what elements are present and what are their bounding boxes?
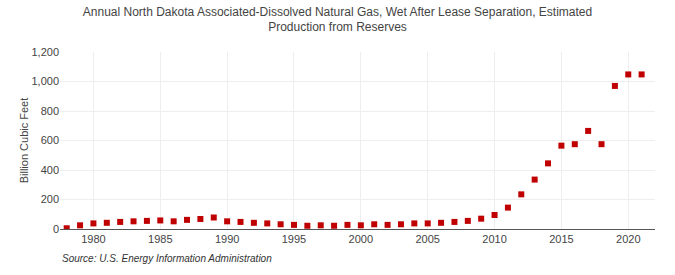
svg-text:2020: 2020 bbox=[616, 233, 640, 245]
svg-text:1985: 1985 bbox=[148, 233, 172, 245]
svg-text:Annual North Dakota Associated: Annual North Dakota Associated-Dissolved… bbox=[83, 5, 592, 35]
svg-text:800: 800 bbox=[41, 105, 59, 117]
svg-text:1990: 1990 bbox=[215, 233, 239, 245]
svg-text:600: 600 bbox=[41, 134, 59, 146]
svg-text:2015: 2015 bbox=[549, 233, 573, 245]
svg-text:1,000: 1,000 bbox=[31, 75, 59, 87]
svg-text:1,200: 1,200 bbox=[31, 46, 59, 58]
svg-text:2005: 2005 bbox=[415, 233, 439, 245]
svg-text:Source: U.S. Energy Informatio: Source: U.S. Energy Information Administ… bbox=[62, 253, 272, 264]
svg-text:1980: 1980 bbox=[81, 233, 105, 245]
svg-text:2000: 2000 bbox=[349, 233, 373, 245]
svg-text:Billion Cubic Feet: Billion Cubic Feet bbox=[18, 98, 30, 184]
svg-text:400: 400 bbox=[41, 164, 59, 176]
svg-text:2010: 2010 bbox=[482, 233, 506, 245]
svg-text:0: 0 bbox=[53, 223, 59, 235]
svg-text:200: 200 bbox=[41, 193, 59, 205]
svg-text:1995: 1995 bbox=[282, 233, 306, 245]
